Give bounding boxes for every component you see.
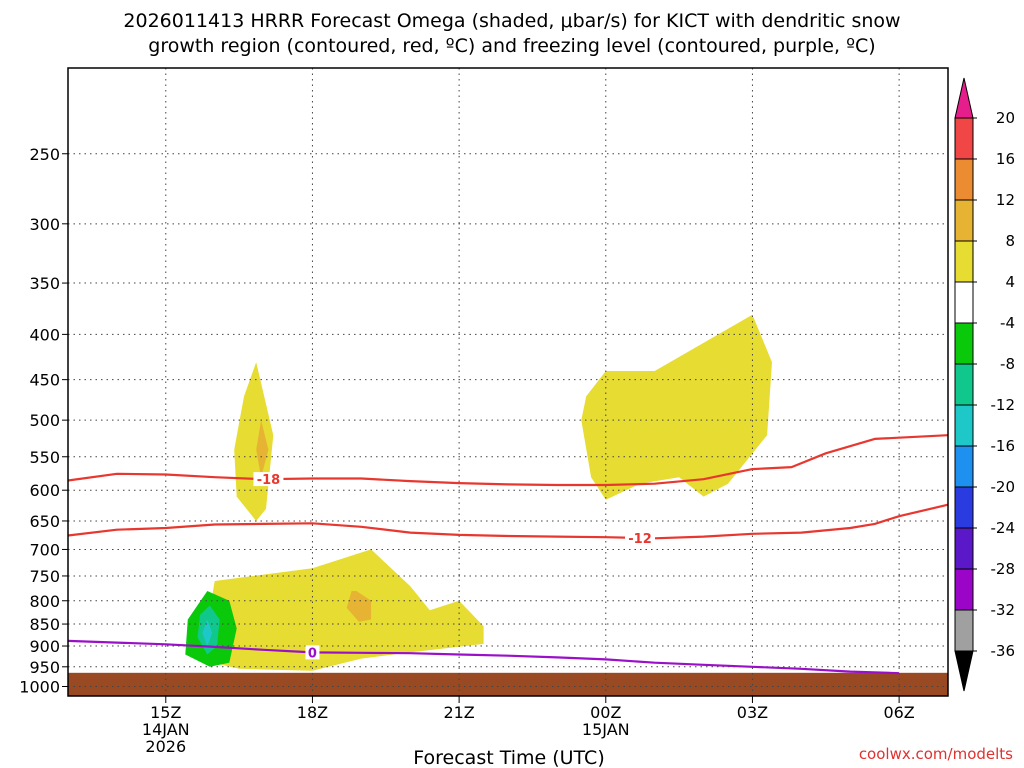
x-tick-label-1-1: 15Z <box>150 703 181 722</box>
colorbar-box-5 <box>954 445 974 488</box>
colorbar-label-1: -32 <box>991 601 1016 619</box>
colorbar-label-13: 20 <box>996 109 1015 127</box>
colorbar-box-11 <box>954 199 974 242</box>
chart-title-line-1: 2026011413 HRRR Forecast Omega (shaded, … <box>123 10 900 32</box>
chart-title-line-2: growth region (contoured, red, ºC) and f… <box>148 35 875 57</box>
colorbar-label-7: -8 <box>1000 355 1015 373</box>
y-tick-label-350: 350 <box>29 274 60 293</box>
contour-label-3: 0 <box>308 646 317 661</box>
source-credit: coolwx.com/modelts <box>859 745 1013 763</box>
x-tick-label-1-2: 14JAN <box>142 720 190 739</box>
y-tick-label-950: 950 <box>29 658 60 677</box>
colorbar-box-8 <box>954 322 974 365</box>
y-tick-label-500: 500 <box>29 411 60 430</box>
omega-region-7 <box>202 619 213 646</box>
colorbar-label-9: 4 <box>1005 273 1015 291</box>
omega-region-8 <box>581 314 772 500</box>
colorbar-box-4 <box>954 486 974 529</box>
x-tick-label-4-2: 15JAN <box>582 720 630 739</box>
y-tick-label-650: 650 <box>29 512 60 531</box>
temperature-contours: -18 -12 0 <box>67 434 949 675</box>
colorbar-box-1 <box>954 609 974 652</box>
colorbar-box-9 <box>954 281 974 324</box>
colorbar-label-8: -4 <box>1000 314 1015 332</box>
y-tick-label-850: 850 <box>29 615 60 634</box>
colorbar-label-6: -12 <box>991 396 1016 414</box>
ground-fill <box>68 672 948 696</box>
y-tick-label-1000: 1000 <box>19 678 60 697</box>
colorbar-box-10 <box>954 240 974 283</box>
y-tick-label-550: 550 <box>29 448 60 467</box>
plot-area: -18 -12 0 <box>67 67 949 697</box>
x-tick-label-6-1: 06Z <box>883 703 914 722</box>
colorbar-box-7 <box>954 363 974 406</box>
y-tick-label-300: 300 <box>29 215 60 234</box>
omega-region-4 <box>346 591 372 622</box>
contour-line-2 <box>67 503 949 540</box>
x-tick-label-3-1: 21Z <box>443 703 474 722</box>
y-tick-label-450: 450 <box>29 371 60 390</box>
colorbar-label-11: 12 <box>996 191 1015 209</box>
colorbar-box-12 <box>954 158 974 201</box>
omega-region-3 <box>195 549 484 671</box>
y-tick-label-250: 250 <box>29 145 60 164</box>
colorbar-label-0: -36 <box>991 642 1016 660</box>
y-tick-label-900: 900 <box>29 637 60 656</box>
contour-label-1: -18 <box>257 473 281 488</box>
omega-shaded-regions <box>185 314 772 671</box>
x-tick-label-5-1: 03Z <box>737 703 768 722</box>
colorbar-label-5: -16 <box>991 437 1016 455</box>
contour-line-1 <box>67 434 949 487</box>
y-tick-label-750: 750 <box>29 567 60 586</box>
colorbar-label-12: 16 <box>996 150 1015 168</box>
x-tick-label-4-1: 00Z <box>590 703 621 722</box>
colorbar-label-4: -20 <box>991 478 1016 496</box>
plot-frame <box>67 67 949 697</box>
colorbar-box-2 <box>954 568 974 611</box>
y-tick-label-400: 400 <box>29 325 60 344</box>
contour-label-2: -12 <box>628 532 652 547</box>
contour-label-bg-1 <box>253 472 284 487</box>
x-tick-label-2-1: 18Z <box>297 703 328 722</box>
contour-line-3 <box>67 639 900 675</box>
colorbar-label-3: -24 <box>991 519 1016 537</box>
x-axis-label: Forecast Time (UTC) <box>413 747 604 768</box>
colorbar-label-10: 8 <box>1005 232 1015 250</box>
y-tick-label-800: 800 <box>29 592 60 611</box>
y-tick-label-700: 700 <box>29 540 60 559</box>
contour-label-bg-3 <box>305 645 320 660</box>
contour-label-bg-2 <box>625 530 655 545</box>
omega-region-2 <box>256 420 269 478</box>
y-tick-label-600: 600 <box>29 481 60 500</box>
ground-surface <box>68 672 948 696</box>
x-tick-label-1-3: 2026 <box>145 737 186 756</box>
colorbar-label-2: -28 <box>991 560 1016 578</box>
omega-colorbar: -36 -32 -28 -24 -20 -16 -12 -8 -4 4 8 12 16 20 <box>954 77 1016 692</box>
colorbar-box-13 <box>954 117 974 160</box>
colorbar-box-6 <box>954 404 974 447</box>
colorbar-box-3 <box>954 527 974 570</box>
pressure-axis: 250 300 350 400 450 500 550 600 650 700 750 800 850 9… <box>19 145 68 697</box>
gridlines <box>68 68 948 696</box>
